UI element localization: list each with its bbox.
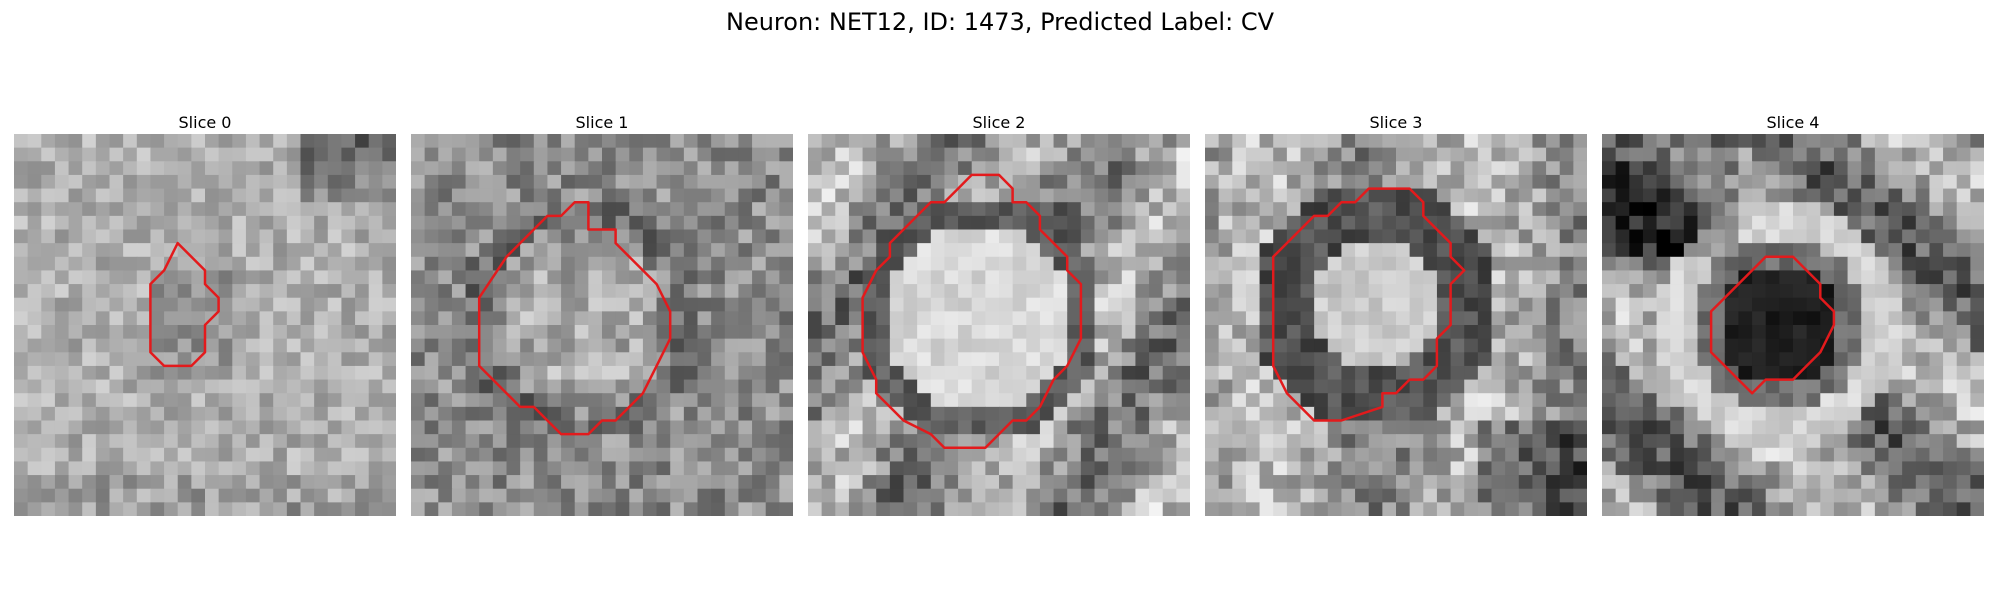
slice-image-1 [411,134,793,516]
slice-pixels [411,134,793,516]
segmentation-contour [149,241,220,368]
slice-panel-4: Slice 4 [1602,112,1984,516]
segmentation-contour [1271,187,1466,422]
segmentation-contour [1709,255,1836,395]
slice-panel-3: Slice 3 [1205,112,1587,516]
slice-image-0 [14,134,396,516]
slice-image-2 [808,134,1190,516]
slice-title-0: Slice 0 [178,113,232,132]
slice-panel-2: Slice 2 [808,112,1190,516]
slice-image-4 [1602,134,1984,516]
slice-panel-1: Slice 1 [411,112,793,516]
slice-title-4: Slice 4 [1766,113,1820,132]
segmentation-contour [477,200,672,436]
slice-panel-0: Slice 0 [14,112,396,516]
slice-pixels [1602,134,1984,516]
slice-title-1: Slice 1 [575,113,629,132]
slice-pixels [14,134,396,516]
slice-title-2: Slice 2 [972,113,1026,132]
segmentation-contour [861,173,1083,450]
slice-title-3: Slice 3 [1369,113,1423,132]
slice-pixels [1205,134,1587,516]
slice-image-3 [1205,134,1587,516]
slice-pixels [808,134,1190,516]
figure-title: Neuron: NET12, ID: 1473, Predicted Label… [726,8,1274,36]
